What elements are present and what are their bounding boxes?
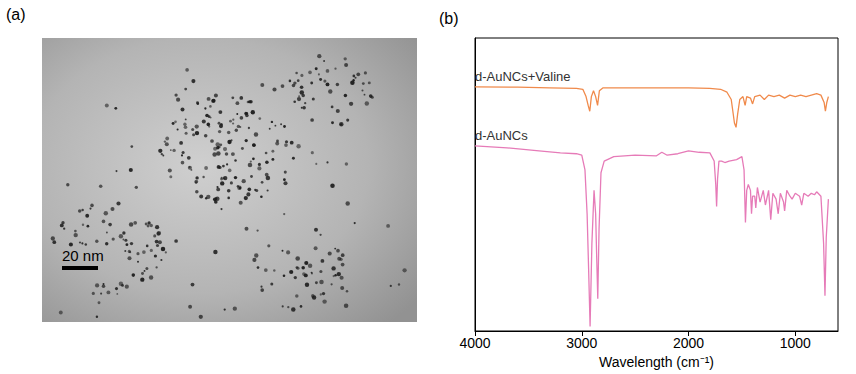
- svg-text:3000: 3000: [566, 335, 597, 351]
- svg-text:d-AuNCs: d-AuNCs: [475, 128, 528, 143]
- svg-text:(b): (b): [439, 10, 459, 27]
- svg-text:d-AuNCs+Valine: d-AuNCs+Valine: [475, 69, 571, 84]
- svg-text:2000: 2000: [673, 335, 704, 351]
- svg-text:20 nm: 20 nm: [62, 247, 104, 264]
- svg-text:1000: 1000: [780, 335, 811, 351]
- svg-text:Wavelength (cm⁻¹): Wavelength (cm⁻¹): [599, 354, 714, 370]
- svg-text:(a): (a): [6, 6, 26, 23]
- svg-text:4000: 4000: [459, 335, 490, 351]
